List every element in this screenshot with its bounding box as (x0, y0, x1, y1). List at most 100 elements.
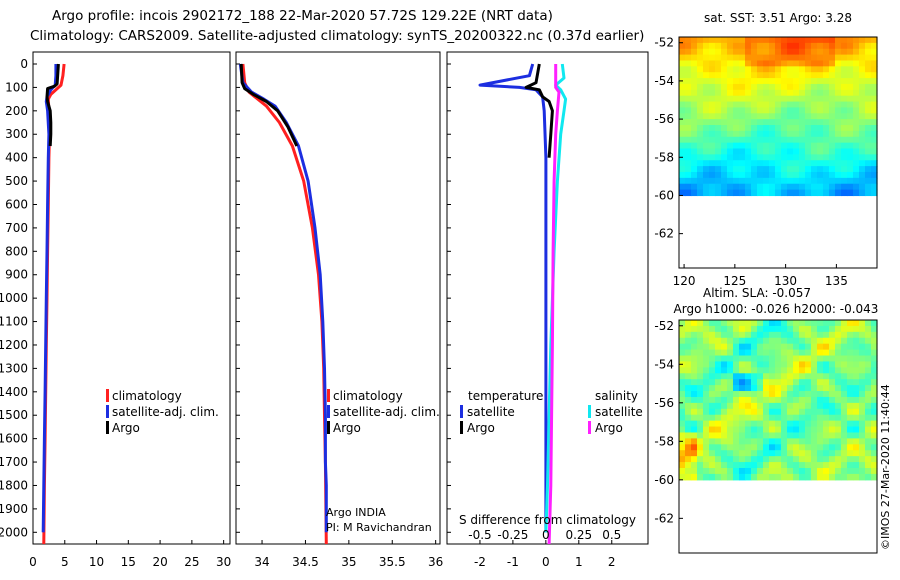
heatmap-cell (841, 95, 848, 103)
heatmap-cell (841, 331, 848, 339)
heatmap-cell (829, 166, 836, 173)
heatmap-cell (685, 183, 692, 191)
heatmap-cell (721, 473, 728, 481)
heatmap-cell (697, 456, 704, 463)
heatmap-cell (787, 166, 794, 173)
heatmap-cell (769, 148, 776, 155)
heatmap-cell (733, 361, 740, 368)
heatmap-cell (823, 325, 830, 333)
heatmap-cell (793, 432, 800, 439)
heatmap-cell (751, 66, 758, 73)
heatmap-cell (691, 456, 698, 463)
heatmap-cell (733, 89, 740, 97)
heatmap-cell (715, 349, 722, 357)
heatmap-cell (805, 171, 812, 179)
heatmap-cell (733, 166, 740, 173)
heatmap-cell (709, 107, 716, 114)
heatmap-cell (739, 95, 746, 103)
heatmap-cell (847, 125, 854, 132)
heatmap-cell (829, 42, 836, 50)
heatmap-cell (691, 343, 698, 351)
heatmap-cell (709, 160, 716, 167)
heatmap-cell (847, 60, 854, 67)
heatmap-cell (739, 66, 746, 73)
heatmap-cell (703, 101, 710, 109)
heatmap-cell (817, 142, 824, 150)
heatmap-cell (691, 450, 698, 457)
heatmap-cell (757, 72, 764, 79)
heatmap-cell (805, 473, 812, 481)
heatmap-cell (691, 130, 698, 138)
heatmap-cell (823, 385, 830, 392)
heatmap-cell (679, 337, 686, 345)
heatmap-cell (727, 331, 734, 339)
heatmap-cell (739, 72, 746, 79)
heatmap-cell (841, 450, 848, 457)
heatmap-cell (787, 373, 794, 380)
heatmap-cell (685, 101, 692, 109)
heatmap-cell (685, 473, 692, 481)
heatmap-cell (787, 171, 794, 179)
heatmap-cell (769, 113, 776, 120)
heatmap-cell (775, 320, 782, 327)
heatmap-cell (811, 130, 818, 138)
heatmap-cell (685, 408, 692, 416)
heatmap-cell (853, 66, 860, 73)
sla-heatmap-cells (679, 320, 878, 481)
heatmap-cell (781, 54, 788, 62)
heatmap-cell (793, 154, 800, 161)
heatmap-cell (793, 183, 800, 191)
heatmap-cell (697, 37, 704, 44)
heatmap-cell (823, 391, 830, 398)
heatmap-cell (859, 107, 866, 114)
heatmap-cell (721, 373, 728, 380)
heatmap-cell (805, 48, 812, 56)
heatmap-cell (685, 373, 692, 380)
heatmap-cell (769, 101, 776, 109)
heatmap-cell (859, 148, 866, 155)
heatmap-cell (787, 462, 794, 469)
heatmap-cell (859, 66, 866, 73)
heatmap-cell (721, 337, 728, 345)
heatmap-cell (823, 355, 830, 363)
heatmap-cell (799, 95, 806, 103)
heatmap-cell (865, 107, 872, 114)
heatmap-cell (685, 379, 692, 386)
sla-map-subtitle: Argo h1000: -0.026 h2000: -0.043 (674, 302, 879, 316)
heatmap-cell (847, 113, 854, 120)
heatmap-cell (829, 48, 836, 56)
heatmap-cell (763, 420, 770, 428)
heatmap-cell (847, 408, 854, 416)
heatmap-cell (865, 414, 872, 422)
heatmap-cell (823, 125, 830, 132)
heatmap-cell (721, 89, 728, 97)
heatmap-cell (691, 78, 698, 85)
heatmap-cell (811, 414, 818, 422)
heatmap-cell (775, 48, 782, 56)
heatmap-cell (865, 136, 872, 144)
heatmap-cell (709, 130, 716, 138)
heatmap-cell (781, 349, 788, 357)
heatmap-cell (727, 148, 734, 155)
heatmap-cell (853, 438, 860, 445)
heatmap-cell (853, 119, 860, 126)
heatmap-cell (859, 396, 866, 404)
heatmap-cell (781, 325, 788, 333)
heatmap-cell (697, 408, 704, 416)
heatmap-cell (697, 385, 704, 392)
heatmap-cell (745, 462, 752, 469)
heatmap-cell (697, 391, 704, 398)
heatmap-cell (841, 349, 848, 357)
heatmap-cell (805, 379, 812, 386)
heatmap-cell (739, 432, 746, 439)
legend-label-argo: Argo (112, 421, 140, 435)
heatmap-cell (805, 337, 812, 345)
heatmap-cell (679, 414, 686, 422)
heatmap-cell (691, 136, 698, 144)
heatmap-cell (805, 83, 812, 91)
heatmap-cell (691, 125, 698, 132)
heatmap-cell (715, 42, 722, 50)
heatmap-cell (763, 379, 770, 386)
heatmap-cell (733, 343, 740, 351)
heatmap-cell (871, 361, 878, 368)
